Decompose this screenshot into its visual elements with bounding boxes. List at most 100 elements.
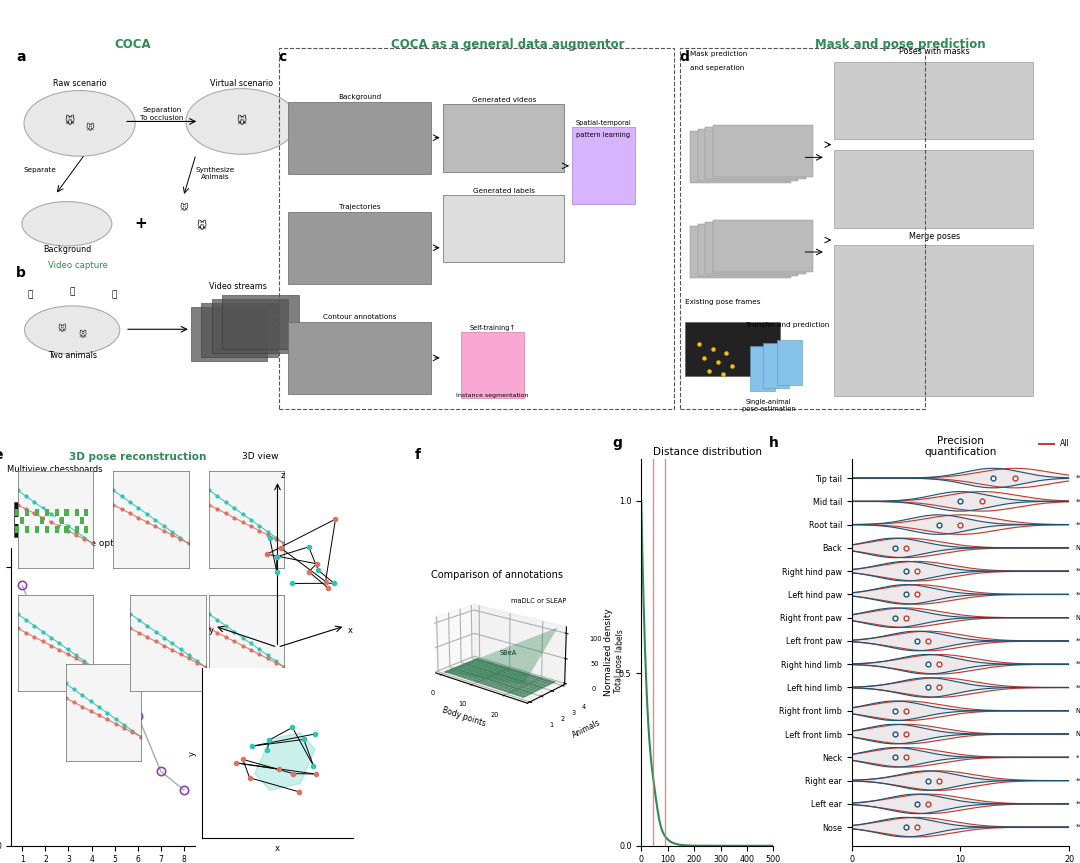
Text: Two animals: Two animals (48, 351, 97, 360)
Text: ***: *** (1076, 684, 1080, 690)
Text: 📷: 📷 (112, 291, 118, 299)
Y-axis label: Animals: Animals (570, 718, 602, 740)
Text: ****: **** (1076, 498, 1080, 504)
FancyBboxPatch shape (40, 526, 44, 532)
Text: Background: Background (338, 94, 381, 100)
Text: To occlusion: To occlusion (140, 115, 184, 121)
FancyBboxPatch shape (443, 104, 565, 172)
FancyBboxPatch shape (25, 517, 29, 525)
FancyBboxPatch shape (65, 526, 69, 532)
Legend: All, Close: All, Close (1036, 436, 1080, 451)
X-axis label: Body points: Body points (441, 705, 486, 728)
Text: +: + (135, 217, 147, 231)
Text: 🐭: 🐭 (57, 324, 66, 332)
FancyBboxPatch shape (21, 508, 24, 516)
Text: 📷: 📷 (69, 287, 75, 296)
Text: d: d (679, 50, 690, 64)
Text: Video capture: Video capture (48, 261, 107, 270)
FancyBboxPatch shape (55, 517, 59, 525)
FancyBboxPatch shape (201, 303, 278, 357)
FancyBboxPatch shape (65, 517, 69, 525)
FancyBboxPatch shape (40, 508, 44, 516)
FancyBboxPatch shape (713, 125, 813, 178)
Text: *: * (1076, 754, 1079, 760)
Text: Animals: Animals (201, 174, 229, 180)
Text: COCA: COCA (114, 38, 151, 52)
FancyBboxPatch shape (461, 332, 524, 398)
Text: Instance segmentation: Instance segmentation (456, 394, 528, 399)
Text: 2D view: 2D view (242, 660, 279, 670)
Text: ****: **** (1076, 778, 1080, 784)
FancyBboxPatch shape (25, 508, 29, 516)
Ellipse shape (25, 306, 120, 354)
FancyBboxPatch shape (15, 508, 19, 516)
FancyBboxPatch shape (15, 517, 19, 525)
FancyBboxPatch shape (288, 212, 431, 284)
Text: Virtual scenario: Virtual scenario (210, 79, 273, 88)
Text: Spatial-temporal: Spatial-temporal (576, 121, 632, 127)
Text: 3D view: 3D view (242, 451, 279, 461)
FancyBboxPatch shape (40, 517, 44, 525)
Ellipse shape (24, 91, 135, 156)
Text: Video streams: Video streams (210, 282, 267, 292)
Text: **: ** (1076, 568, 1080, 574)
Text: f: f (415, 448, 421, 462)
FancyBboxPatch shape (288, 322, 431, 394)
FancyBboxPatch shape (222, 295, 299, 350)
FancyBboxPatch shape (75, 508, 79, 516)
Text: Transfer and prediction: Transfer and prediction (746, 322, 829, 328)
Text: Mask and pose prediction: Mask and pose prediction (814, 38, 985, 52)
Text: Single-animal
pose estimation: Single-animal pose estimation (742, 400, 796, 413)
Text: Mask prediction: Mask prediction (690, 51, 747, 57)
Text: b: b (16, 267, 26, 280)
FancyBboxPatch shape (84, 517, 89, 525)
FancyBboxPatch shape (713, 220, 813, 272)
FancyBboxPatch shape (834, 150, 1034, 228)
Text: ****: **** (1076, 638, 1080, 644)
FancyBboxPatch shape (65, 508, 69, 516)
FancyBboxPatch shape (764, 343, 788, 387)
Text: Separate: Separate (24, 167, 57, 173)
FancyBboxPatch shape (75, 517, 79, 525)
Title: Distance distribution: Distance distribution (652, 447, 761, 457)
FancyBboxPatch shape (59, 526, 64, 532)
Text: g: g (612, 437, 622, 450)
Text: Trajectories: Trajectories (339, 205, 381, 211)
FancyBboxPatch shape (35, 502, 51, 537)
FancyBboxPatch shape (44, 508, 49, 516)
Text: ****: **** (1076, 475, 1080, 481)
Ellipse shape (22, 202, 112, 246)
FancyBboxPatch shape (571, 127, 635, 205)
Text: COCA as a general data augmentor: COCA as a general data augmentor (391, 38, 625, 52)
Text: 🐭: 🐭 (85, 123, 95, 132)
Text: Background: Background (43, 245, 91, 254)
FancyBboxPatch shape (685, 322, 780, 376)
FancyBboxPatch shape (59, 508, 64, 516)
Y-axis label: Normalized density: Normalized density (605, 608, 613, 696)
Text: NS: NS (1076, 731, 1080, 737)
FancyBboxPatch shape (55, 526, 59, 532)
Ellipse shape (186, 89, 297, 154)
Text: Generated videos: Generated videos (472, 98, 536, 104)
FancyBboxPatch shape (690, 226, 791, 278)
FancyBboxPatch shape (73, 502, 91, 537)
Text: h: h (769, 437, 779, 450)
Title: Precision
quantification: Precision quantification (924, 436, 997, 457)
FancyBboxPatch shape (705, 127, 806, 180)
Text: e: e (0, 448, 3, 462)
FancyBboxPatch shape (80, 517, 83, 525)
FancyBboxPatch shape (705, 222, 806, 274)
Text: Synthesize: Synthesize (195, 167, 234, 173)
FancyBboxPatch shape (690, 131, 791, 183)
FancyBboxPatch shape (35, 517, 39, 525)
Text: ****: **** (1076, 521, 1080, 527)
Text: a: a (16, 50, 26, 64)
Text: ****: **** (1076, 824, 1080, 830)
Text: Contour annotations: Contour annotations (323, 314, 396, 320)
Text: ****: **** (1076, 661, 1080, 667)
Text: Raw scenario: Raw scenario (53, 79, 107, 88)
FancyBboxPatch shape (212, 299, 288, 353)
FancyBboxPatch shape (288, 102, 431, 173)
FancyBboxPatch shape (44, 526, 49, 532)
Text: 🐭: 🐭 (79, 330, 86, 338)
